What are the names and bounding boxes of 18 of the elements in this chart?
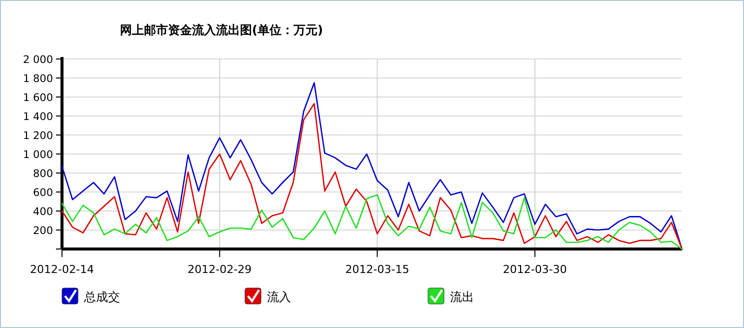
chart-title: 网上邮市资金流入流出图(单位：万元) <box>120 23 323 37</box>
y-tick-label: 600 <box>32 187 53 199</box>
legend-label: 流入 <box>267 290 291 304</box>
legend-label: 流出 <box>450 290 474 304</box>
y-tick-label: 400 <box>32 206 53 218</box>
y-tick-label: 1 800 <box>22 73 53 85</box>
x-tick-label: 2012-02-29 <box>188 263 252 276</box>
y-tick-label: 1 000 <box>22 149 53 161</box>
y-tick-label: 1 200 <box>22 130 53 142</box>
y-tick-label: 1 600 <box>22 92 53 104</box>
y-tick-label: 1 400 <box>22 111 53 123</box>
x-tick-label: 2012-02-14 <box>30 263 94 276</box>
x-tick-label: 2012-03-30 <box>502 263 567 276</box>
y-tick-label: 2 000 <box>22 54 53 66</box>
x-tick-label: 2012-03-15 <box>345 263 410 276</box>
legend-label: 总成交 <box>83 290 120 304</box>
y-tick-label: 800 <box>32 168 53 180</box>
y-tick-label: 200 <box>32 225 53 237</box>
